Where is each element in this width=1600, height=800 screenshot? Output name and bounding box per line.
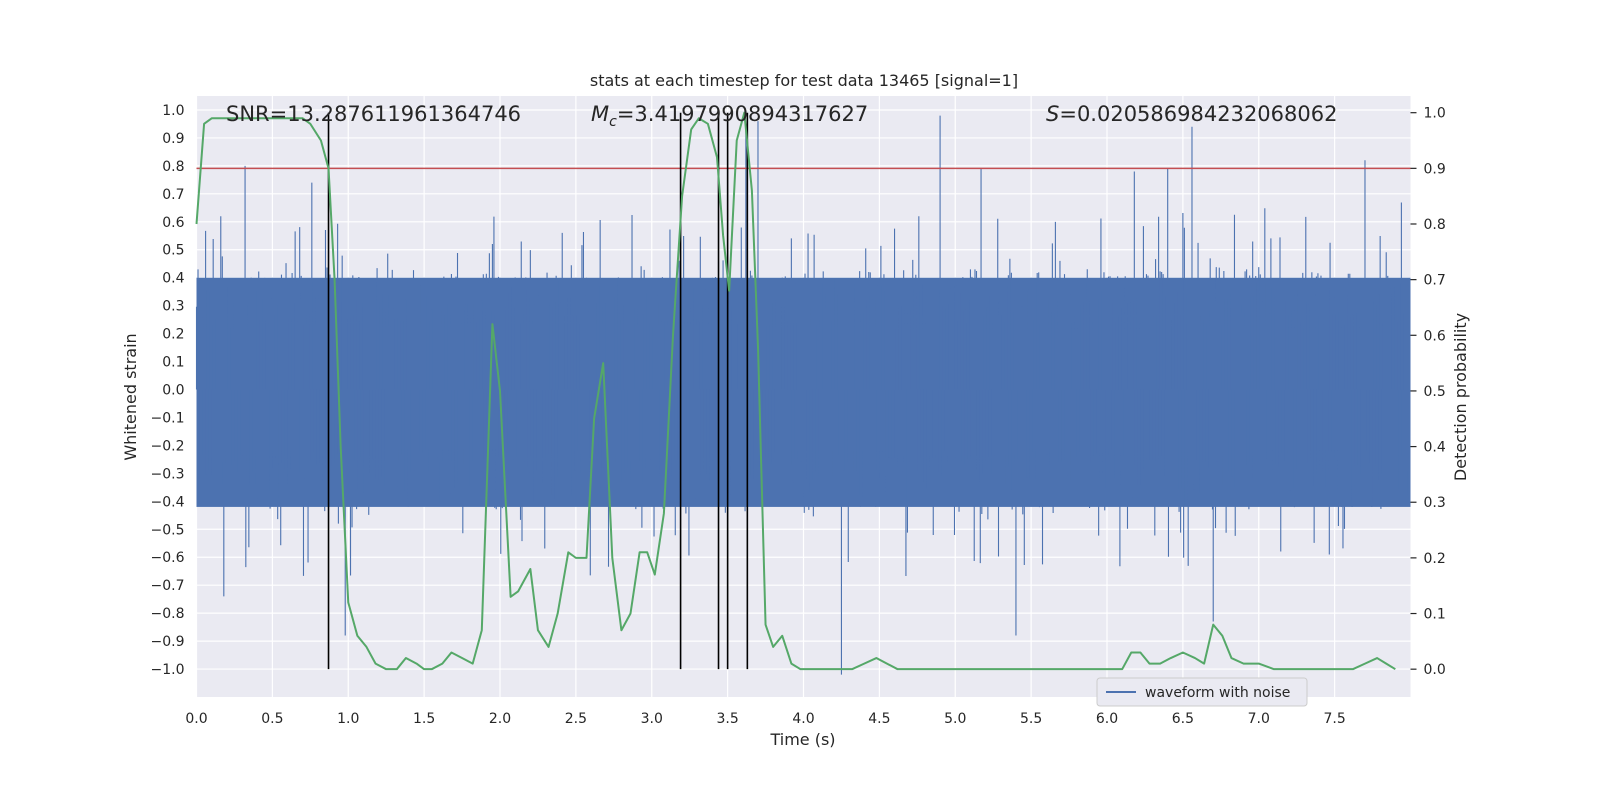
y-left-tick-label: −0.1	[151, 410, 185, 426]
x-tick-label: 1.5	[413, 711, 435, 727]
x-tick-label: 3.0	[641, 711, 663, 727]
y-left-tick-label: 1.0	[162, 103, 184, 119]
y-right-tick-label: 0.3	[1424, 495, 1446, 511]
mc-symbol: M	[591, 102, 609, 126]
y-left-tick-label: −0.4	[151, 494, 185, 510]
x-tick-label: 5.5	[1020, 711, 1042, 727]
x-tick-label: 4.0	[792, 711, 814, 727]
x-tick-label: 2.5	[565, 711, 587, 727]
mc-subscript: c	[609, 114, 617, 130]
y-left-tick-label: −0.6	[151, 550, 185, 566]
y-left-tick-label: 0.7	[162, 187, 184, 203]
x-tick-label: 1.0	[337, 711, 359, 727]
s-symbol: S	[1046, 102, 1059, 126]
y-left-tick-label: 0.9	[162, 131, 184, 147]
y-left-tick-label: 0.0	[162, 383, 184, 399]
y-left-tick-label: −0.8	[151, 606, 185, 622]
probability-line	[195, 111, 1396, 671]
x-tick-label: 6.0	[1096, 711, 1118, 727]
legend-label: waveform with noise	[1145, 685, 1290, 701]
x-tick-label: 0.0	[185, 711, 207, 727]
x-tick-label: 7.5	[1323, 711, 1345, 727]
x-tick-label: 3.5	[716, 711, 738, 727]
x-axis-label: Time (s)	[769, 730, 835, 749]
legend: waveform with noise	[1096, 677, 1308, 707]
waveform-line	[195, 115, 1411, 675]
y-left-tick-label: 0.1	[162, 355, 184, 371]
x-tick-label: 6.5	[1172, 711, 1194, 727]
waveform-series	[195, 115, 1411, 675]
y-left-tick-label: −0.7	[151, 578, 185, 594]
y-left-tick-label: 0.6	[162, 215, 184, 231]
y-left-tick-label: 0.2	[162, 327, 184, 343]
y-right-tick-label: 0.7	[1424, 273, 1446, 289]
x-tick-label: 7.0	[1248, 711, 1270, 727]
y-right-axis-label: Detection probability	[1451, 313, 1470, 481]
y-left-axis-label: Whitened strain	[121, 333, 140, 460]
y-left-tick-label: −0.2	[151, 438, 185, 454]
y-left-tick-label: 0.4	[162, 271, 184, 287]
y-left-tick-label: −0.3	[151, 466, 185, 482]
y-right-tick-labels: 1.0 0.9 0.8 0.7 0.6 0.5 0.4 0.3 0.2 0.1 0.0	[1410, 106, 1446, 678]
y-right-tick-label: 1.0	[1424, 106, 1446, 122]
chirp-mass-annotation: Mc=3.4197990894317627	[591, 102, 868, 130]
legend-box	[1096, 677, 1308, 707]
x-tick-label: 2.0	[489, 711, 511, 727]
y-right-tick-label: 0.6	[1424, 328, 1446, 344]
y-left-tick-labels: 1.0 0.9 0.8 0.7 0.6 0.5 0.4 0.3 0.2 0.1 0.0 −0.1 −0.…	[151, 103, 185, 678]
x-tick-label: 0.5	[261, 711, 283, 727]
s-annotation: S=0.020586984232068062	[1046, 102, 1337, 126]
probability-series	[195, 111, 1396, 671]
y-right-tick-label: 0.4	[1424, 440, 1446, 456]
y-right-tick-label: 0.5	[1424, 384, 1446, 400]
y-left-tick-label: −0.9	[151, 634, 185, 650]
y-left-tick-label: 0.3	[162, 299, 184, 315]
snr-annotation: SNR=13.287611961364746	[226, 102, 521, 126]
y-right-tick-label: 0.9	[1424, 161, 1446, 177]
y-left-tick-label: −1.0	[151, 662, 185, 678]
s-value: =0.020586984232068062	[1059, 102, 1337, 126]
y-left-tick-label: −0.5	[151, 522, 185, 538]
x-tick-label: 4.5	[868, 711, 890, 727]
y-right-tick-label: 0.0	[1424, 662, 1446, 678]
x-tick-labels: 0.0 0.5 1.0 1.5 2.0 2.5 3.0 3.5 4.0 4.5 5.0 5.5 6.0 6…	[185, 711, 1345, 727]
mc-value: =3.4197990894317627	[617, 102, 868, 126]
y-left-tick-label: 0.8	[162, 159, 184, 175]
chart-title: stats at each timestep for test data 134…	[590, 71, 1018, 90]
y-right-tick-label: 0.1	[1424, 607, 1446, 623]
y-left-tick-label: 0.5	[162, 243, 184, 259]
y-right-tick-label: 0.8	[1424, 217, 1446, 233]
x-tick-label: 5.0	[944, 711, 966, 727]
y-right-tick-label: 0.2	[1424, 551, 1446, 567]
